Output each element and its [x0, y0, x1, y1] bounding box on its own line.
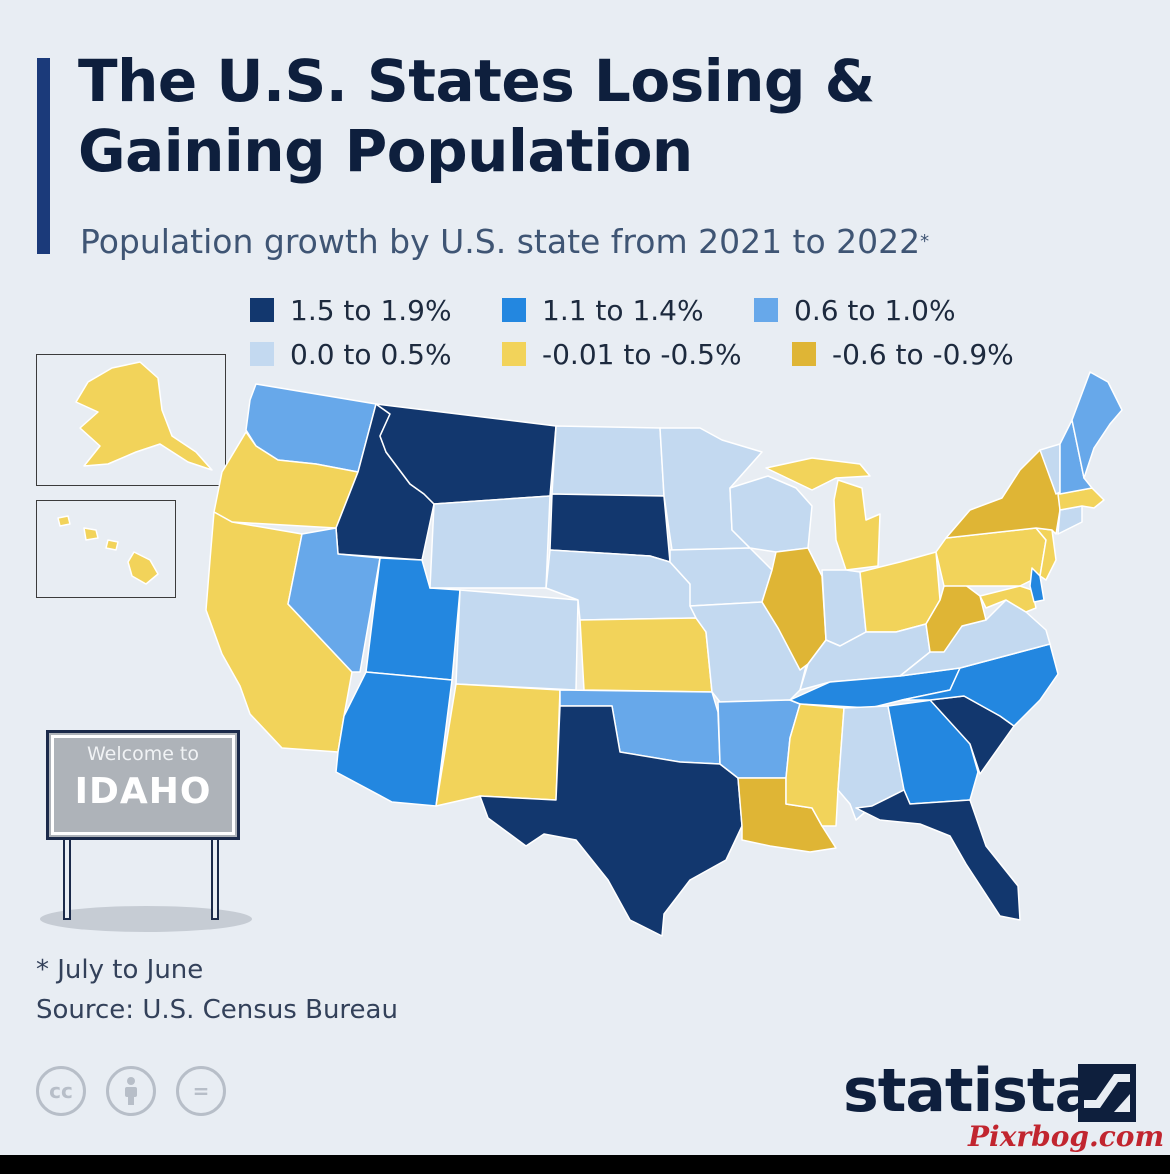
legend-label-4: 0.0 to 0.5% — [290, 337, 452, 371]
license-icons: cc = — [36, 1066, 246, 1116]
legend-item-2: 1.1 to 1.4% — [502, 290, 704, 330]
sign-shadow — [40, 906, 252, 932]
state-ks — [579, 617, 713, 693]
legend-label-3: 0.6 to 1.0% — [794, 293, 956, 327]
footnote: * July to June Source: U.S. Census Burea… — [36, 950, 398, 1030]
state-hi — [127, 551, 159, 585]
state-de — [1029, 567, 1045, 603]
legend-swatch-3 — [754, 298, 778, 322]
state-wi — [729, 475, 813, 553]
state-az — [335, 671, 453, 807]
legend-label-6: -0.6 to -0.9% — [832, 337, 1014, 371]
sign-big-text: IDAHO — [74, 771, 212, 812]
subtitle: Population growth by U.S. state from 202… — [80, 220, 929, 264]
legend-item-6: -0.6 to -0.9% — [792, 334, 1014, 374]
legend-label-5: -0.01 to -0.5% — [542, 337, 742, 371]
cc-glyph: cc — [49, 1079, 73, 1103]
state-nm — [435, 683, 561, 807]
watermark: Pixrbog.com — [968, 1120, 1165, 1153]
state-ak — [75, 361, 213, 471]
state-nd — [551, 425, 665, 497]
title-accent-bar — [37, 58, 50, 254]
state-fl — [855, 789, 1021, 921]
legend-swatch-5 — [502, 342, 526, 366]
state-mi-lower — [833, 479, 881, 571]
attribution-icon[interactable] — [106, 1066, 156, 1116]
subtitle-text: Population growth by U.S. state from 202… — [80, 222, 921, 261]
state-hi-islands — [57, 515, 119, 551]
legend-item-3: 0.6 to 1.0% — [754, 290, 956, 330]
state-nv — [287, 527, 381, 673]
footnote-source: Source: U.S. Census Bureau — [36, 995, 398, 1025]
footnote-note: * July to June — [36, 955, 204, 985]
page-title: The U.S. States Losing & Gaining Populat… — [78, 47, 875, 185]
legend-item-5: -0.01 to -0.5% — [502, 334, 742, 374]
state-mt — [375, 403, 557, 505]
legend-swatch-6 — [792, 342, 816, 366]
state-me — [1071, 371, 1123, 479]
creative-commons-icon[interactable]: cc — [36, 1066, 86, 1116]
state-nh — [1059, 419, 1093, 495]
state-tx — [479, 705, 743, 937]
state-il — [761, 547, 827, 671]
hawaii-inset — [36, 500, 176, 598]
legend-swatch-4 — [250, 342, 274, 366]
sign-small-text: Welcome to — [86, 743, 200, 765]
sign-post-left — [63, 838, 71, 920]
legend-label-1: 1.5 to 1.9% — [290, 293, 452, 327]
statista-mark-icon — [1078, 1064, 1136, 1122]
state-in — [821, 569, 867, 647]
statista-logo[interactable]: statista — [843, 1056, 1095, 1126]
legend-item-4: 0.0 to 0.5% — [250, 334, 452, 374]
legend-label-2: 1.1 to 1.4% — [542, 293, 704, 327]
state-wy — [429, 495, 551, 589]
no-derivatives-icon[interactable]: = — [176, 1066, 226, 1116]
legend-swatch-2 — [502, 298, 526, 322]
subtitle-asterisk: * — [920, 231, 930, 252]
eq-glyph: = — [192, 1079, 210, 1103]
legend-swatch-1 — [250, 298, 274, 322]
state-wv — [925, 583, 987, 653]
state-ny — [945, 449, 1061, 539]
state-mi — [765, 457, 871, 491]
state-co — [455, 589, 579, 691]
sign-post-right — [211, 838, 219, 920]
welcome-sign: Welcome to IDAHO — [46, 730, 240, 840]
state-md — [979, 585, 1037, 613]
legend-item-1: 1.5 to 1.9% — [250, 290, 452, 330]
